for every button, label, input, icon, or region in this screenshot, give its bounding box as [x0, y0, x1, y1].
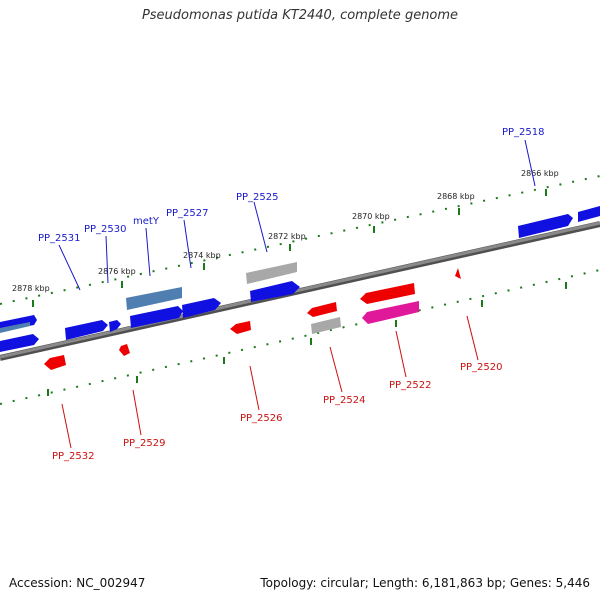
gene-arrow[interactable] — [246, 262, 297, 284]
gene-arrow[interactable] — [44, 355, 66, 370]
gene-label[interactable]: PP_2525 — [236, 192, 279, 203]
scale-label: 2866 kbp — [521, 169, 559, 178]
scale-label: 2874 kbp — [183, 251, 221, 260]
scale-labels: 2866 kbp 2868 kbp 2870 kbp 2872 kbp 2874… — [12, 169, 559, 293]
gene-arrow — [0, 322, 30, 333]
gene-label[interactable]: PP_2524 — [323, 395, 366, 406]
gene-label[interactable]: PP_2526 — [240, 413, 283, 424]
gene-label[interactable]: PP_2532 — [52, 451, 95, 462]
scale-label: 2878 kbp — [12, 284, 50, 293]
plus-major-ticks — [32, 189, 547, 307]
gene-label[interactable]: PP_2527 — [166, 208, 209, 219]
minus-gene-labels: PP_2520 PP_2522 PP_2524 PP_2526 PP_2529 … — [52, 362, 503, 462]
gene-label[interactable]: PP_2530 — [84, 224, 127, 235]
gene-arrow[interactable] — [119, 344, 130, 356]
gene-label[interactable]: PP_2529 — [123, 438, 166, 449]
plus-leaders — [58, 139, 536, 291]
minus-strand-genes — [44, 268, 461, 370]
scale-label: 2872 kbp — [268, 232, 306, 241]
scale-label: 2876 kbp — [98, 267, 136, 276]
minus-leaders — [61, 315, 479, 449]
gene-label[interactable]: PP_2518 — [502, 127, 545, 138]
minus-major-ticks — [47, 282, 567, 396]
gene-arrow[interactable] — [250, 281, 300, 302]
map-title: Pseudomonas putida KT2440, complete geno… — [141, 8, 459, 23]
gene-arrow[interactable] — [311, 317, 341, 334]
gene-arrow[interactable] — [182, 298, 221, 318]
gene-arrow[interactable] — [130, 306, 183, 328]
gene-arrow[interactable] — [0, 334, 39, 352]
genome-summary-text: Topology: circular; Length: 6,181,863 bp… — [260, 576, 590, 590]
gene-label[interactable]: PP_2520 — [460, 362, 503, 373]
plus-gene-labels: PP_2518 PP_2525 PP_2527 metY PP_2530 PP_… — [38, 127, 545, 244]
gene-label[interactable]: metY — [133, 216, 160, 227]
gene-arrow[interactable] — [518, 214, 573, 238]
gene-label[interactable]: PP_2531 — [38, 233, 81, 244]
genome-backbone — [0, 221, 600, 361]
gene-arrow[interactable] — [230, 321, 251, 334]
gene-arrow[interactable] — [65, 320, 108, 340]
gene-arrow[interactable] — [362, 301, 419, 324]
gene-arrow[interactable] — [578, 206, 600, 222]
scale-label: 2870 kbp — [352, 212, 390, 221]
gene-label[interactable]: PP_2522 — [389, 380, 432, 391]
accession-text: Accession: NC_002947 — [9, 576, 146, 590]
gene-arrow[interactable] — [360, 283, 415, 304]
gene-arrow[interactable] — [109, 320, 121, 332]
plus-strand-genes — [0, 206, 600, 352]
scale-label: 2868 kbp — [437, 192, 475, 201]
gene-arrow[interactable] — [307, 302, 337, 317]
gene-arrow[interactable] — [455, 268, 461, 279]
gene-arrow[interactable] — [126, 287, 182, 310]
